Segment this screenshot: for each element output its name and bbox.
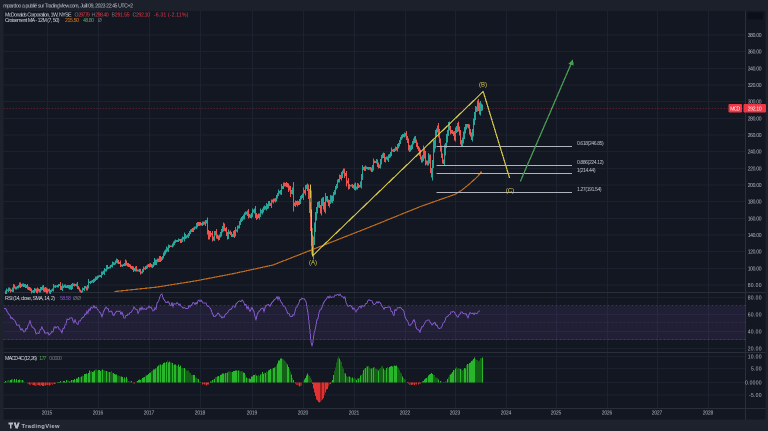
svg-text:2015: 2015 [42, 411, 53, 417]
svg-text:48.80: 48.80 [83, 18, 94, 24]
svg-text:58.58: 58.58 [60, 296, 71, 302]
svg-text:320.00: 320.00 [748, 83, 762, 89]
svg-text:McDonalds Corporation, 1W, NYS: McDonalds Corporation, 1W, NYSE [5, 13, 72, 19]
svg-text:297.79: 297.79 [78, 13, 90, 19]
svg-text:2023: 2023 [450, 411, 461, 417]
svg-text:2028: 2028 [703, 411, 714, 417]
svg-text:380.00: 380.00 [748, 33, 762, 39]
svg-text:5.00: 5.00 [751, 366, 762, 372]
svg-text:mpardoo a publié sur TradingVi: mpardoo a publié sur TradingView.com, Ju… [3, 3, 133, 9]
svg-text:H: H [92, 13, 96, 19]
svg-text:280.00: 280.00 [748, 116, 762, 122]
svg-text:240.00: 240.00 [748, 150, 762, 156]
svg-text:C: C [133, 13, 137, 19]
svg-text:1.77: 1.77 [39, 356, 46, 362]
svg-text:298.40: 298.40 [95, 13, 109, 19]
svg-text:2016: 2016 [93, 411, 104, 417]
svg-text:100.00: 100.00 [748, 266, 762, 272]
svg-text:2026: 2026 [602, 411, 613, 417]
svg-text:1.27(191.54): 1.27(191.54) [577, 187, 602, 193]
svg-text:0.0000: 0.0000 [49, 356, 62, 362]
svg-text:MACD 4C (12, 26): MACD 4C (12, 26) [5, 356, 37, 362]
svg-text:(B): (B) [479, 83, 487, 89]
svg-text:340.00: 340.00 [748, 66, 762, 72]
svg-text:260.00: 260.00 [748, 133, 762, 139]
svg-text:2017: 2017 [144, 411, 155, 417]
svg-text:2025: 2025 [551, 411, 562, 417]
svg-text:0.618(246.85): 0.618(246.85) [577, 141, 604, 147]
svg-text:10.00: 10.00 [748, 354, 762, 360]
svg-text:20.00: 20.00 [748, 346, 762, 352]
svg-text:B: B [112, 13, 116, 19]
svg-text:1(214.44): 1(214.44) [577, 168, 596, 174]
svg-text:RSI (14, close, SMA, 14, 2): RSI (14, close, SMA, 14, 2) [5, 296, 55, 302]
svg-text:120.00: 120.00 [748, 250, 762, 256]
svg-text:2022: 2022 [400, 411, 411, 417]
svg-text:292.10: 292.10 [136, 13, 150, 19]
svg-text:-6.31 (-2.11%): -6.31 (-2.11%) [154, 13, 189, 19]
svg-text:0.886(224.12): 0.886(224.12) [577, 160, 604, 166]
svg-text:80.00: 80.00 [748, 283, 762, 289]
svg-text:Ø Ø: Ø Ø [73, 296, 81, 302]
svg-text:140.00: 140.00 [748, 233, 762, 239]
svg-text:160.00: 160.00 [748, 216, 762, 222]
svg-text:TradingView: TradingView [22, 424, 60, 430]
svg-text:2021: 2021 [349, 411, 360, 417]
svg-text:2020: 2020 [298, 411, 309, 417]
svg-text:Ø: Ø [98, 18, 102, 24]
svg-text:-5.00: -5.00 [749, 393, 762, 399]
svg-text:180.00: 180.00 [748, 200, 762, 206]
svg-text:200.00: 200.00 [748, 183, 762, 189]
svg-text:292.10: 292.10 [748, 106, 762, 112]
svg-text:360.00: 360.00 [748, 50, 762, 56]
svg-text:80.00: 80.00 [748, 295, 762, 301]
svg-text:2018: 2018 [195, 411, 206, 417]
svg-text:MCD: MCD [730, 106, 740, 112]
svg-text:40.00: 40.00 [748, 329, 762, 335]
svg-text:O: O [75, 13, 79, 19]
svg-text:291.55: 291.55 [115, 13, 130, 19]
svg-text:300.00: 300.00 [748, 100, 762, 106]
svg-text:2027: 2027 [652, 411, 663, 417]
svg-text:2019: 2019 [247, 411, 258, 417]
svg-text:(C): (C) [506, 189, 514, 195]
svg-text:(A): (A) [309, 261, 317, 267]
svg-text:220.00: 220.00 [748, 166, 762, 172]
svg-text:60.00: 60.00 [748, 312, 762, 318]
svg-text:215.50: 215.50 [65, 18, 79, 24]
svg-text:2024: 2024 [501, 411, 512, 417]
svg-text:Croisement MA - 12M (7, 50): Croisement MA - 12M (7, 50) [5, 18, 60, 24]
svg-text:0.0000: 0.0000 [745, 381, 762, 387]
